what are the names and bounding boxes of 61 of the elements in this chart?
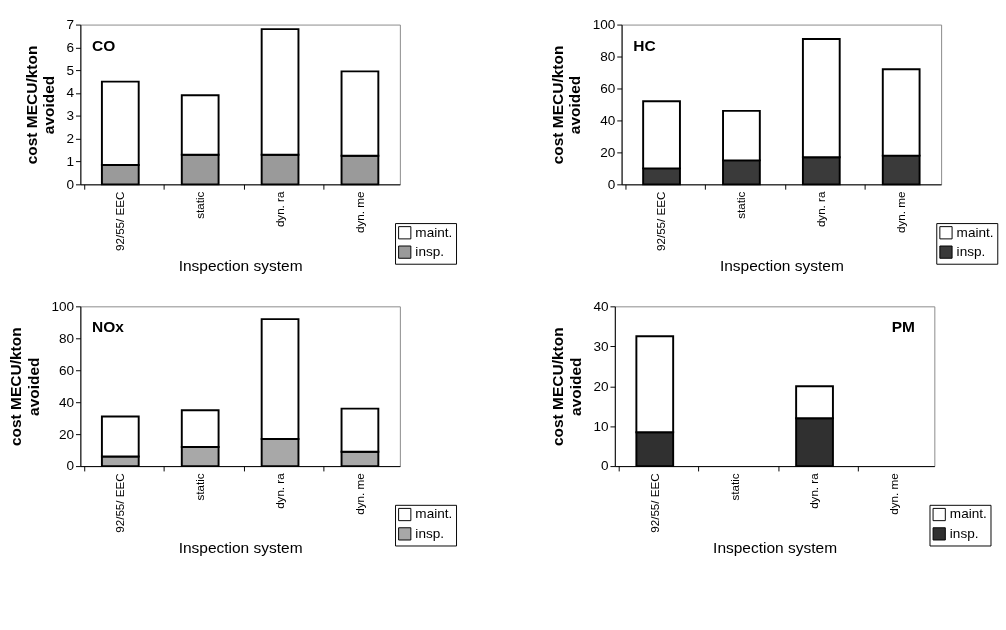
y-tick-label: 0 [600, 458, 609, 474]
y-tick-label: 3 [66, 108, 75, 124]
y-tick-label: 10 [593, 418, 609, 434]
x-tick-label: dyn. ra [272, 472, 286, 509]
legend-label: insp. [415, 525, 444, 541]
x-tick-label: 92/55/ EEC [113, 191, 127, 251]
x-tick-label: dyn. me [352, 191, 366, 233]
x-axis-title: Inspection system [178, 257, 303, 275]
legend-label: insp. [956, 244, 986, 259]
y-tick-label: 6 [66, 39, 75, 55]
y-tick-label: 100 [51, 298, 75, 314]
y-axis-title: cost MECU/kton avoided [7, 327, 42, 447]
x-tick-label: dyn. me [352, 473, 366, 515]
y-tick-label: 40 [58, 394, 75, 410]
legend-label: maint. [949, 506, 987, 522]
y-tick-label: 2 [66, 131, 75, 147]
x-tick-label: dyn. me [887, 473, 901, 515]
x-tick-label: 92/55/ EEC [113, 473, 127, 533]
legend-label: maint. [956, 224, 994, 240]
x-tick-label: static [193, 473, 207, 501]
y-tick-label: 60 [600, 80, 616, 96]
legend-label: maint. [415, 224, 453, 240]
x-tick-label: static [727, 473, 741, 501]
y-axis-title: cost MECU/kton avoided [549, 327, 584, 447]
y-tick-label: 0 [66, 458, 75, 474]
text: CO [91, 36, 116, 54]
x-tick-label: static [193, 191, 207, 219]
y-tick-label: 4 [66, 85, 75, 101]
y-tick-label: 20 [58, 426, 75, 442]
x-tick-label: dyn. me [894, 191, 908, 233]
y-tick-label: 30 [593, 338, 609, 354]
y-axis-title: cost MECU/kton avoided [22, 45, 57, 165]
x-axis-title: Inspection system [719, 257, 844, 275]
x-tick-label: 92/55/ EEC [654, 191, 668, 251]
x-axis-title: Inspection system [713, 539, 838, 557]
x-tick-label: static [734, 191, 748, 219]
legend-label: insp. [415, 244, 444, 259]
y-tick-label: 1 [66, 153, 75, 169]
y-tick-label: 20 [600, 144, 616, 160]
legend-label: insp. [949, 525, 979, 541]
y-tick-label: 80 [58, 330, 75, 346]
x-tick-label: 92/55/ EEC [647, 473, 661, 533]
text: NOx [91, 318, 125, 336]
y-tick-label: 7 [66, 16, 75, 32]
y-tick-label: 100 [592, 16, 616, 32]
y-tick-label: 0 [607, 176, 616, 192]
x-axis-title: Inspection system [178, 539, 303, 557]
y-tick-label: 40 [593, 298, 609, 314]
x-tick-label: dyn. ra [272, 191, 286, 228]
y-tick-label: 80 [600, 48, 616, 64]
text: PM [891, 318, 915, 336]
y-axis-title: cost MECU/kton avoided [548, 45, 584, 165]
x-tick-label: dyn. ra [807, 472, 821, 509]
legend-label: maint. [415, 506, 453, 522]
y-tick-label: 60 [58, 362, 75, 378]
y-tick-label: 5 [66, 62, 75, 78]
y-tick-label: 40 [600, 112, 616, 128]
y-tick-label: 20 [593, 378, 609, 394]
text: HC [633, 36, 656, 54]
y-tick-label: 0 [66, 176, 75, 192]
x-tick-label: dyn. ra [814, 191, 828, 228]
